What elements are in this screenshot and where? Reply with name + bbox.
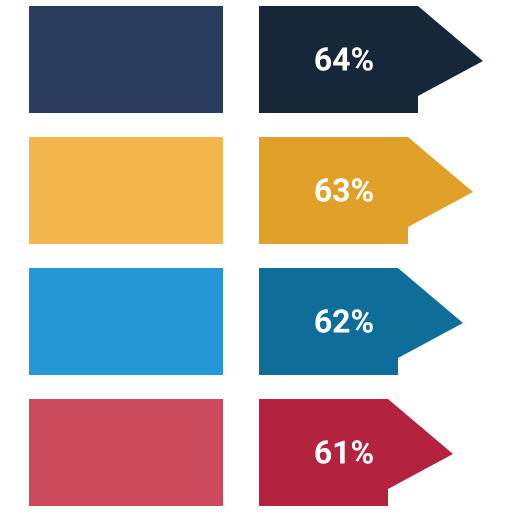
arrow-bar [259, 399, 453, 506]
arrow-bar [259, 6, 483, 113]
color-block [29, 268, 223, 375]
color-block [29, 6, 223, 113]
value-label: 63% [314, 171, 374, 209]
arrow-bar [259, 137, 473, 244]
arrow-bar [259, 268, 463, 375]
color-block [29, 399, 223, 506]
value-label: 61% [314, 433, 374, 471]
value-label: 62% [314, 302, 374, 340]
color-block [29, 137, 223, 244]
value-label: 64% [314, 40, 374, 78]
